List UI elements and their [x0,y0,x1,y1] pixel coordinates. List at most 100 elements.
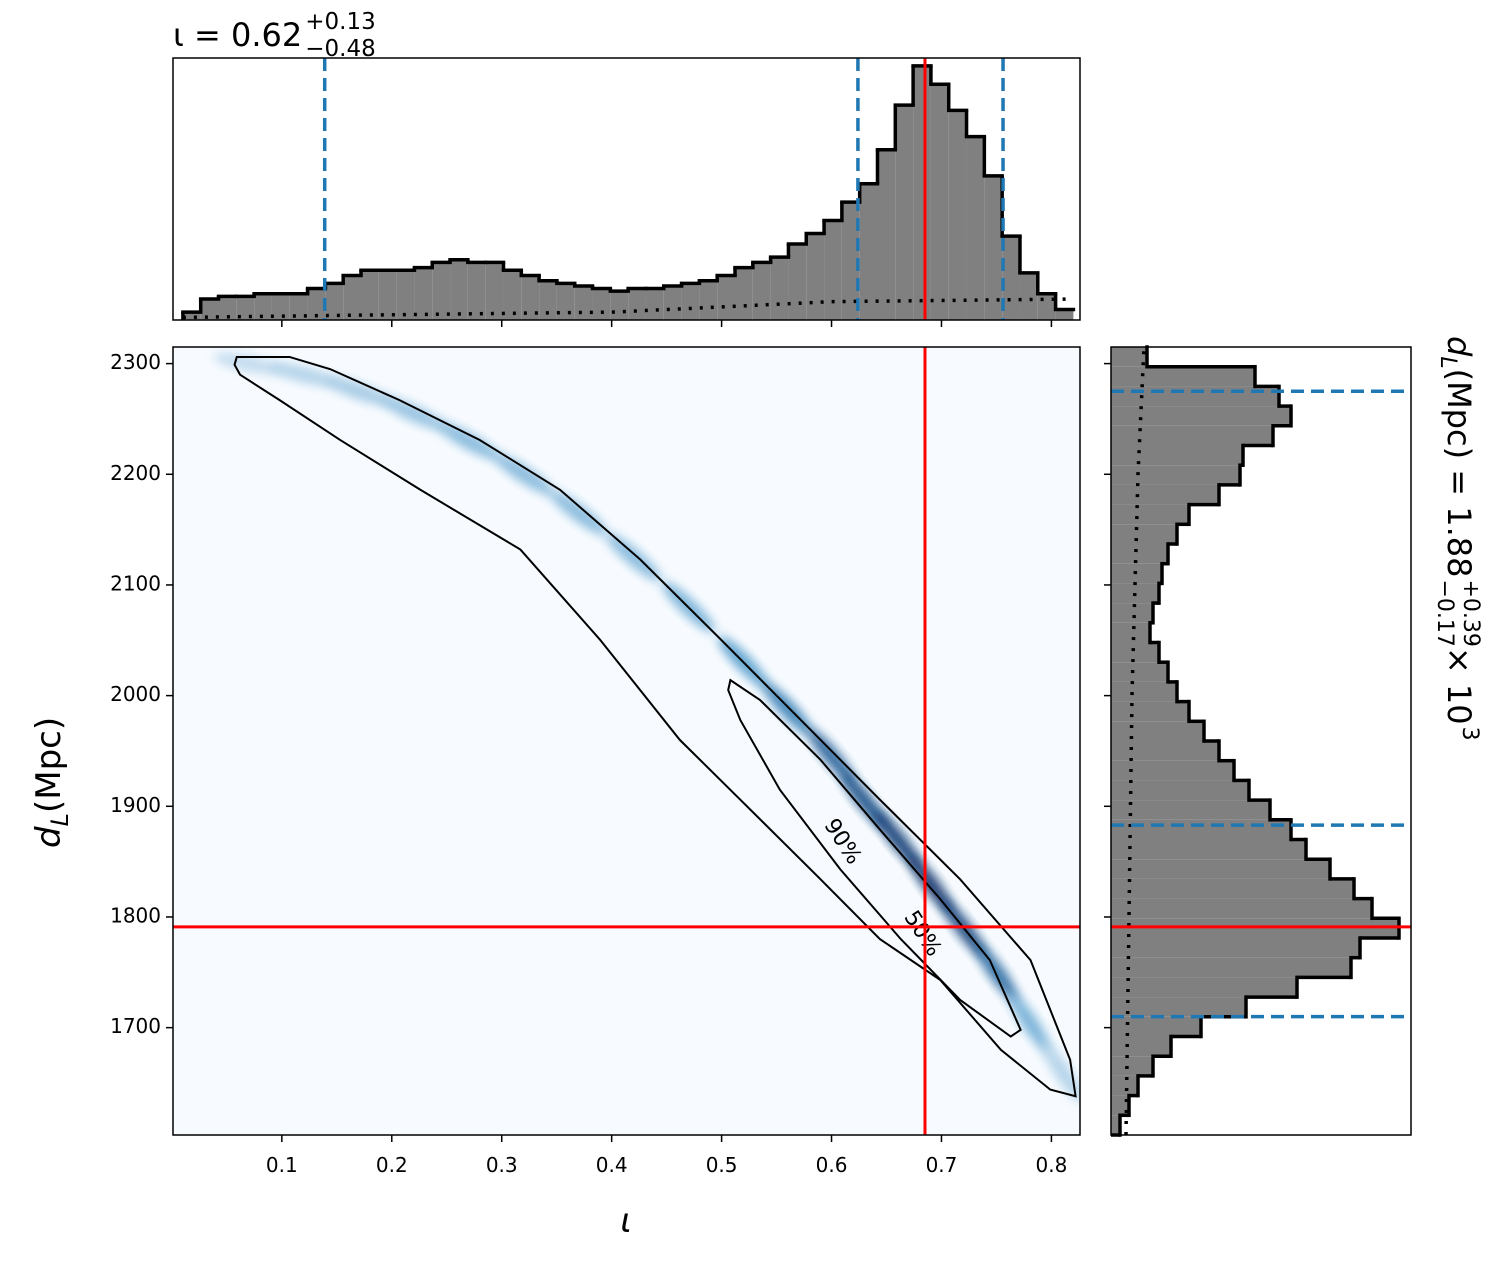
hist-bar [948,110,967,321]
x-tick-label: 0.6 [816,1153,848,1177]
hist-bar [218,296,237,320]
hist-bar [1111,347,1147,367]
hist-bar [1055,309,1074,320]
density-layer [213,353,1080,1103]
density-cell [1008,991,1051,1053]
hist-bar [1111,1016,1201,1037]
contour-line [727,678,1022,1038]
hist-bar [1111,366,1255,387]
y-axis-label-main: d [29,826,69,848]
hist-bar [681,283,700,320]
hist-bar [539,280,557,320]
y-tick-label: 1700 [110,1014,161,1038]
hist-bar [1111,544,1168,564]
hist-bar [200,299,219,320]
title-lower: −0.48 [305,36,375,62]
hist-bar [1111,760,1234,781]
density-cell [974,942,1019,1003]
hist-bar [396,270,415,320]
hist-bar [1111,662,1168,682]
hist-bar [1111,721,1204,741]
hist-title: ι = 0.62 +0.13−0.48 [173,9,376,62]
hist-bar [1019,272,1038,320]
hist-bar [556,283,575,320]
density-cell [874,810,921,869]
hist-bar [503,270,522,320]
axes-frame [172,57,1081,321]
hist-bar [1111,622,1150,643]
hist-bar [1111,1115,1120,1135]
x-axis-label: ι [620,1201,632,1241]
hist-bar [984,175,1003,320]
hist-bar [788,244,807,320]
hist-bar [289,293,308,320]
hist-bar [1111,386,1279,407]
hist-bar [770,257,789,320]
y-axis-label: dL (Mpc) [29,717,74,848]
density-cell [908,854,953,914]
hist-bar [414,267,433,320]
density-cell [324,377,393,406]
hist-bar [1111,701,1189,722]
label-upper: +0.39 [1458,579,1483,646]
x-tick-label: 0.2 [376,1153,408,1177]
axes-frame [172,346,1081,1136]
label-rest: (Mpc) = 1.88 [1440,369,1478,578]
hist-bar [1002,236,1020,320]
hist-bar [1111,898,1372,919]
y-axis-label-sub: L [46,813,74,826]
hist-bar [521,275,540,320]
hist-bar [717,275,736,320]
y-tick-label: 1800 [110,903,161,927]
density-cell [549,490,608,536]
axes-frame [1110,346,1412,1136]
hist-bar [824,220,842,320]
hist-bar [877,149,896,320]
label-lower: −0.17 [1432,579,1457,646]
hist-bar [1111,741,1219,761]
hist-bar [432,262,451,320]
hist-bar [699,280,718,320]
hist-bar [806,233,825,320]
title-main: ι = 0.62 [173,16,302,54]
label-main: d [1440,336,1478,357]
hist-bar [1111,859,1330,879]
hist-bar [1111,465,1240,485]
hist-bar [1111,800,1270,820]
hist-bar [574,285,593,320]
y-tick-label: 2100 [110,571,161,595]
x-tick-label: 0.7 [926,1153,958,1177]
x-tick-label: 0.1 [266,1153,298,1177]
hist-bar [1111,819,1291,840]
hist-bar [343,275,361,320]
hist-bar [325,283,344,320]
label-exp: 3 [1457,727,1482,741]
hist-bar [1111,504,1189,525]
side-label: dL (Mpc) = 1.88+0.39−0.17 × 10 3 [1432,336,1483,741]
hist-bar [1111,603,1153,623]
hist-bar [592,288,611,320]
hist-bar [1111,406,1291,426]
hist-bar [628,288,646,320]
density-cell [213,353,285,375]
y-tick-label: 2200 [110,461,161,485]
x-tick-label: 0.5 [706,1153,738,1177]
hist-bar [1111,878,1354,899]
hist-bar [182,312,201,320]
density-cell [437,422,501,460]
hist-bar [735,267,753,320]
hist-bar [1111,484,1219,505]
hist-bar [895,105,914,320]
hist-bar [467,262,486,320]
density-cell [807,728,856,785]
y-tick-label: 2300 [110,350,161,374]
hist-bar [254,293,272,320]
y-axis-label-rest: (Mpc) [29,717,69,813]
hist-bar [1111,839,1306,860]
plot-background [173,347,1080,1135]
density-cell [605,533,662,582]
hist-bar [966,136,985,320]
title-upper: +0.13 [305,9,375,35]
label-sub: L [1435,356,1460,368]
hist-bar [645,288,664,320]
